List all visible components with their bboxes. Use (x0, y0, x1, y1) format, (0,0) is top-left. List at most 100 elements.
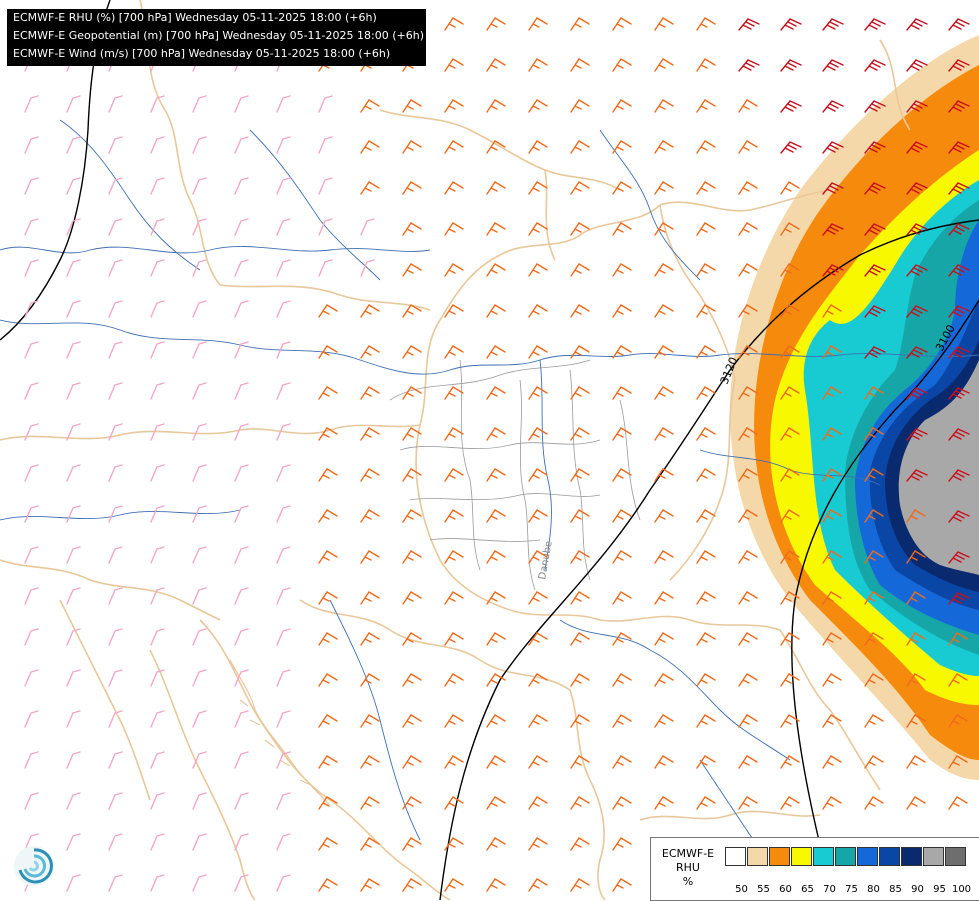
wind-barb (570, 17, 590, 31)
wind-barb (444, 714, 464, 728)
wind-barb (612, 140, 632, 154)
wind-barb (276, 587, 291, 605)
legend-swatch (901, 847, 922, 866)
wind-barb (570, 673, 590, 687)
wind-barb (780, 100, 802, 113)
wind-barb (150, 546, 165, 564)
wind-barb (276, 341, 291, 359)
wind-barb (738, 263, 758, 277)
wind-barb (66, 95, 81, 113)
wind-barb (318, 95, 333, 113)
wind-barb (150, 218, 165, 236)
wind-barb (150, 177, 165, 195)
wind-barb (654, 673, 674, 687)
wind-barb (234, 587, 249, 605)
wind-barb (444, 878, 464, 892)
wind-barb (654, 550, 674, 564)
wind-barb (402, 140, 422, 154)
wind-barb (612, 304, 632, 318)
wind-barb (780, 796, 800, 810)
wind-barb (402, 99, 422, 113)
wind-barb (276, 792, 291, 810)
wind-barb (822, 223, 844, 236)
wind-barb (528, 58, 548, 72)
wind-barb (24, 423, 39, 441)
wind-barb (738, 181, 758, 195)
wind-barb (864, 468, 884, 482)
wind-barb (318, 136, 333, 154)
wind-barb (780, 673, 800, 687)
wind-barb (192, 300, 207, 318)
wind-barb (66, 505, 81, 523)
wind-barb (192, 710, 207, 728)
wind-barb (360, 837, 380, 851)
wind-barb (948, 551, 970, 564)
wind-barb (612, 509, 632, 523)
wind-barb (486, 222, 506, 236)
wind-barb (318, 796, 338, 810)
wind-barb (948, 182, 970, 195)
wind-barb (654, 17, 674, 31)
wind-barb (906, 346, 928, 359)
wind-barb (906, 550, 926, 564)
wind-barb (486, 427, 506, 441)
wind-barb (486, 99, 506, 113)
wind-barb (192, 95, 207, 113)
wind-barb (486, 550, 506, 564)
wind-barb (612, 99, 632, 113)
wind-barb (66, 218, 81, 236)
wind-barb (612, 673, 632, 687)
wind-barb (612, 222, 632, 236)
wind-barb (444, 386, 464, 400)
wind-barb (612, 345, 632, 359)
wind-barb (486, 263, 506, 277)
legend-swatch (813, 847, 834, 866)
wind-barb (318, 304, 338, 318)
wind-barb (738, 99, 758, 113)
wind-barb (318, 218, 333, 236)
wind-barb (444, 427, 464, 441)
wind-barb (864, 18, 886, 31)
wind-barb (276, 628, 291, 646)
wind-barb (402, 550, 422, 564)
wind-barb (108, 382, 123, 400)
wind-barb (24, 546, 39, 564)
wind-barb (822, 427, 842, 441)
wind-barb (528, 304, 548, 318)
wind-barb (108, 710, 123, 728)
wind-barb (570, 632, 590, 646)
wind-barb (234, 218, 249, 236)
wind-barb (696, 181, 716, 195)
wind-barb (402, 591, 422, 605)
wind-barb (486, 468, 506, 482)
wind-barb (738, 673, 758, 687)
wind-barb (822, 182, 844, 195)
wind-barb (654, 304, 674, 318)
wind-barb (654, 468, 674, 482)
wind-barb (528, 263, 548, 277)
wind-barb (402, 386, 422, 400)
wind-barb (570, 591, 590, 605)
wind-barb (738, 550, 758, 564)
wind-barb (948, 264, 970, 277)
wind-barb (66, 341, 81, 359)
rhu-legend: ECMWF-E RHU % 50 55 60 65 70 75 80 85 90 95 100 (650, 837, 979, 901)
wind-barb (948, 673, 968, 687)
wind-barb (612, 714, 632, 728)
wind-barb (360, 632, 380, 646)
wind-barb (360, 218, 375, 236)
wind-barb (192, 792, 207, 810)
wind-barb (822, 796, 842, 810)
wind-barb (108, 792, 123, 810)
wind-barb (66, 628, 81, 646)
wind-barb (906, 141, 928, 154)
wind-barb (24, 833, 39, 851)
wind-barb (696, 468, 716, 482)
wind-barb (318, 468, 338, 482)
wind-barb (66, 710, 81, 728)
map-header: ECMWF-E RHU (%) [700 hPa] Wednesday 05-1… (7, 9, 426, 66)
wind-barb (654, 386, 674, 400)
wind-barb (906, 673, 926, 687)
wind-barb (66, 382, 81, 400)
